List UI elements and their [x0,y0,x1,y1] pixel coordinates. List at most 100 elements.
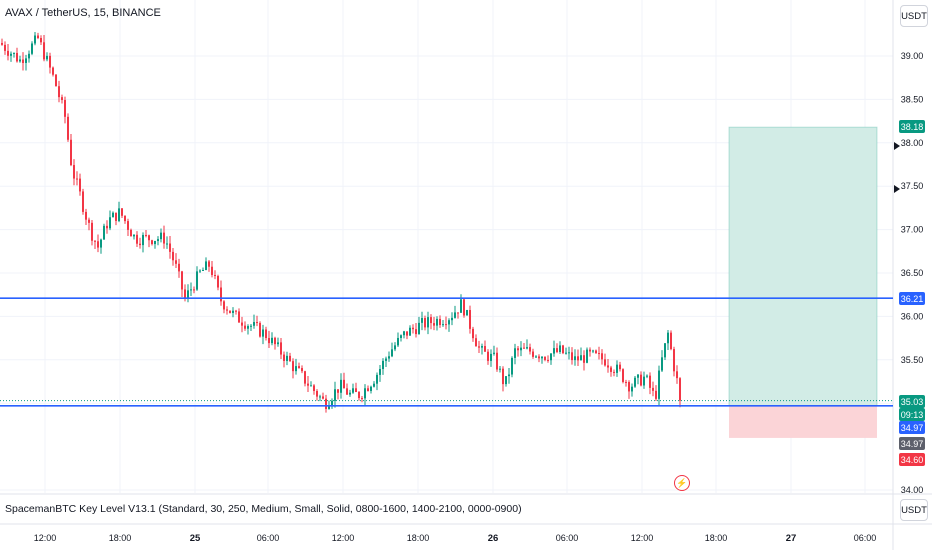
candle-down[interactable] [544,356,546,360]
candle-down[interactable] [673,349,675,372]
candle-down[interactable] [235,310,237,312]
candle-down[interactable] [289,355,291,362]
candle-up[interactable] [160,232,162,240]
candle-down[interactable] [577,356,579,361]
candle-up[interactable] [334,389,336,401]
candle-down[interactable] [169,243,171,252]
candle-down[interactable] [415,329,417,335]
candle-down[interactable] [556,348,558,352]
candle-up[interactable] [253,322,255,326]
candle-down[interactable] [4,44,6,51]
candle-up[interactable] [205,261,207,271]
candle-up[interactable] [154,241,156,245]
candle-up[interactable] [403,331,405,336]
candle-down[interactable] [49,55,51,68]
candle-up[interactable] [112,212,114,218]
candle-up[interactable] [499,368,501,370]
candle-down[interactable] [547,359,549,361]
candle-up[interactable] [535,356,537,358]
currency-button-bottom[interactable]: USDT [900,499,928,521]
candle-up[interactable] [196,271,198,290]
candle-down[interactable] [433,323,435,326]
candle-down[interactable] [259,322,261,337]
candle-down[interactable] [238,311,240,323]
candle-down[interactable] [622,369,624,382]
candle-down[interactable] [124,215,126,222]
candle-down[interactable] [37,35,39,38]
candle-down[interactable] [301,368,303,372]
candle-down[interactable] [145,234,147,236]
candle-up[interactable] [460,299,462,313]
candle-down[interactable] [355,388,357,392]
candle-down[interactable] [475,338,477,347]
candle-up[interactable] [232,310,234,313]
candle-down[interactable] [283,354,285,361]
candle-up[interactable] [370,386,372,391]
candle-down[interactable] [274,337,276,345]
candle-down[interactable] [532,351,534,357]
candle-down[interactable] [76,178,78,180]
candle-up[interactable] [202,270,204,272]
candle-up[interactable] [586,349,588,363]
candle-up[interactable] [397,337,399,346]
candle-down[interactable] [178,263,180,272]
candle-up[interactable] [559,345,561,352]
candle-down[interactable] [220,287,222,302]
candle-up[interactable] [187,290,189,299]
candle-down[interactable] [223,301,225,310]
candle-down[interactable] [181,271,183,290]
indicator-legend[interactable]: SpacemanBTC Key Level V13.1 (Standard, 3… [5,503,522,515]
candle-down[interactable] [595,350,597,354]
candle-down[interactable] [484,346,486,352]
candle-up[interactable] [574,356,576,361]
candle-down[interactable] [106,225,108,229]
candle-up[interactable] [550,353,552,361]
candle-down[interactable] [589,349,591,352]
candle-down[interactable] [496,352,498,370]
candle-up[interactable] [451,317,453,321]
candle-up[interactable] [103,225,105,240]
candle-down[interactable] [628,382,630,392]
candle-up[interactable] [13,52,15,54]
candle-up[interactable] [481,346,483,348]
candle-up[interactable] [664,343,666,358]
candle-down[interactable] [265,329,267,339]
loss-zone[interactable] [729,405,877,438]
candle-down[interactable] [88,219,90,223]
candle-down[interactable] [193,289,195,291]
candle-down[interactable] [256,322,258,324]
candle-up[interactable] [271,337,273,344]
candle-down[interactable] [121,208,123,216]
candle-up[interactable] [391,349,393,357]
candle-down[interactable] [679,378,681,401]
candle-up[interactable] [34,35,36,44]
candle-up[interactable] [553,348,555,354]
candle-down[interactable] [61,97,63,101]
candle-down[interactable] [472,328,474,339]
candle-up[interactable] [658,370,660,399]
candle-down[interactable] [316,390,318,397]
candle-down[interactable] [337,389,339,393]
candle-down[interactable] [136,234,138,244]
candle-down[interactable] [367,388,369,391]
candle-up[interactable] [349,392,351,395]
candle-up[interactable] [511,357,513,375]
candle-up[interactable] [526,347,528,349]
candle-down[interactable] [325,398,327,409]
candle-down[interactable] [322,396,324,399]
candle-down[interactable] [139,243,141,246]
candle-up[interactable] [592,350,594,352]
candle-down[interactable] [127,221,129,230]
candle-down[interactable] [52,67,54,75]
candle-up[interactable] [286,355,288,361]
candle-down[interactable] [469,310,471,329]
candle-down[interactable] [346,388,348,395]
candle-down[interactable] [64,100,66,117]
candle-up[interactable] [118,208,120,221]
candle-down[interactable] [244,325,246,329]
candle-down[interactable] [82,191,84,212]
candle-down[interactable] [211,266,213,275]
candle-down[interactable] [676,371,678,379]
